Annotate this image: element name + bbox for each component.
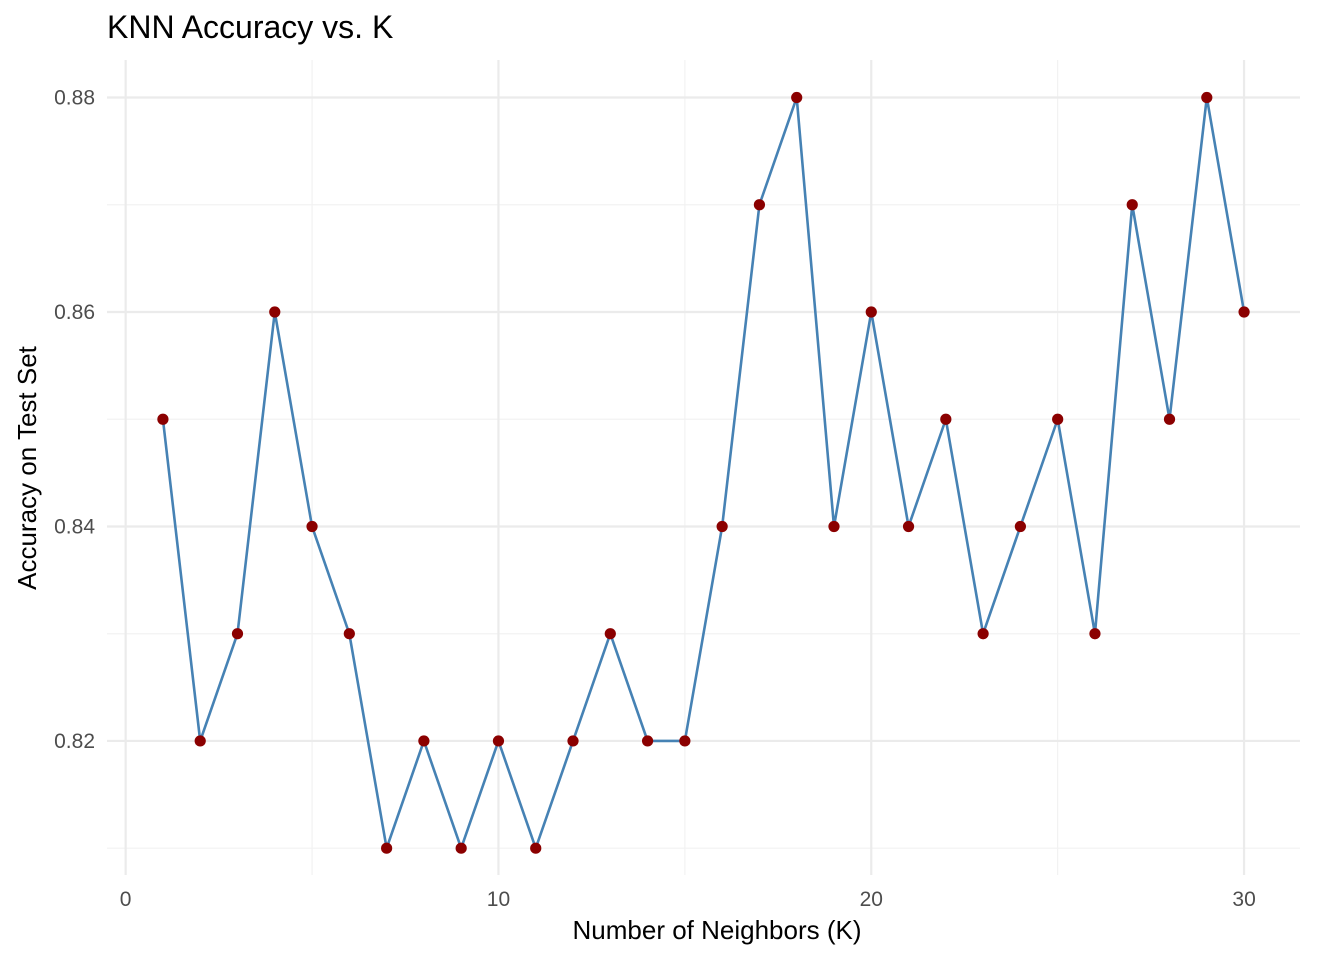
data-point (679, 735, 691, 747)
y-tick-label: 0.86 (54, 301, 95, 324)
data-point (567, 735, 579, 747)
data-point (492, 735, 505, 747)
data-point (641, 735, 654, 747)
data-point (1052, 413, 1064, 425)
data-point (343, 628, 355, 640)
data-point (1163, 413, 1176, 425)
chart-title: KNN Accuracy vs. K (107, 9, 393, 45)
data-point (157, 413, 169, 425)
data-point (418, 735, 430, 747)
data-point (231, 628, 244, 640)
data-point (902, 520, 915, 533)
data-point (1089, 628, 1101, 640)
data-point (381, 842, 393, 854)
data-point (455, 842, 467, 854)
data-point (940, 413, 952, 425)
data-point (269, 306, 281, 318)
data-point (828, 520, 840, 533)
y-tick-label: 0.82 (54, 730, 95, 753)
data-point (791, 91, 803, 104)
data-point (306, 520, 318, 533)
data-point (1201, 91, 1213, 104)
x-tick-label: 30 (1232, 888, 1255, 911)
grid (107, 60, 1300, 875)
y-tick-label: 0.88 (54, 87, 95, 110)
x-tick-label: 0 (120, 888, 132, 911)
tick-labels: 0 10 20 30 0.82 0.84 0.86 0.88 (54, 87, 1256, 911)
data-point (753, 199, 766, 211)
data-point (604, 628, 616, 640)
data-point (530, 842, 542, 854)
series-line (161, 96, 1246, 850)
x-tick-label: 10 (487, 888, 510, 911)
data-point (865, 306, 877, 318)
data-point (1238, 306, 1250, 318)
y-axis-title: Accuracy on Test Set (12, 345, 42, 590)
data-point (194, 735, 206, 747)
x-axis-title: Number of Neighbors (K) (573, 915, 862, 945)
data-point (1014, 520, 1026, 533)
data-point (716, 520, 728, 533)
data-series (157, 91, 1250, 854)
y-tick-label: 0.84 (54, 515, 95, 538)
x-tick-label: 20 (860, 888, 883, 911)
data-point (977, 628, 989, 640)
data-point (1126, 199, 1138, 211)
